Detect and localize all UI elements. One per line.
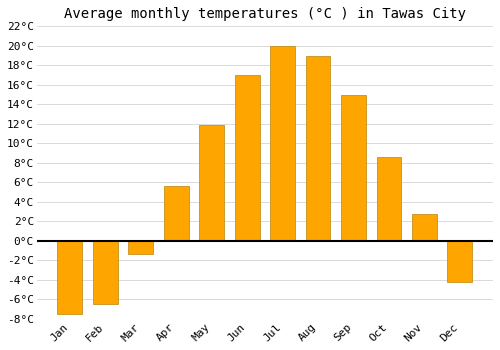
Bar <box>376 157 402 241</box>
Bar <box>200 125 224 241</box>
Bar <box>93 241 118 304</box>
Bar <box>164 186 188 241</box>
Bar <box>235 75 260 241</box>
Bar <box>128 241 153 253</box>
Title: Average monthly temperatures (°C ) in Tawas City: Average monthly temperatures (°C ) in Ta… <box>64 7 466 21</box>
Bar <box>412 214 437 241</box>
Bar <box>306 56 330 241</box>
Bar <box>341 94 366 241</box>
Bar <box>448 241 472 282</box>
Bar <box>270 46 295 241</box>
Bar <box>58 241 82 314</box>
